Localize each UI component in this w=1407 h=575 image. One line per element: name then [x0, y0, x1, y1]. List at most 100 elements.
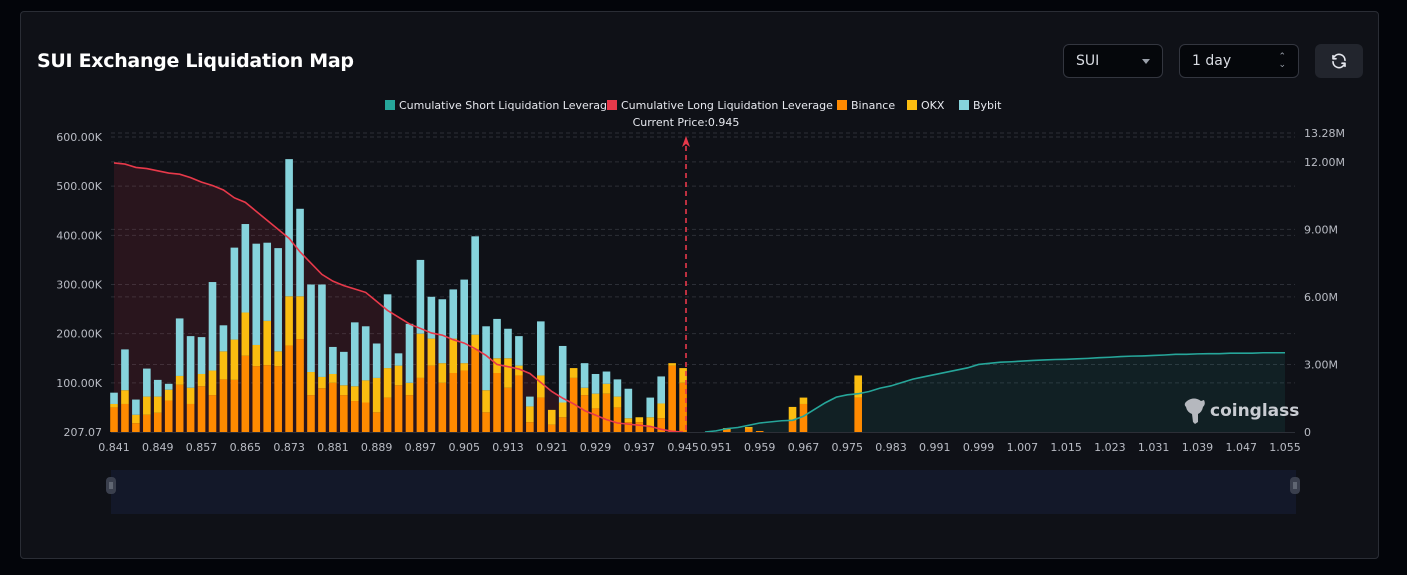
binance-bar	[274, 366, 282, 432]
slider-handle-right[interactable]	[1290, 477, 1300, 494]
symbol-select-value: SUI	[1076, 53, 1100, 69]
bybit-bar	[537, 321, 545, 376]
bybit-bar	[394, 353, 403, 366]
okx-bar	[569, 368, 578, 378]
binance-bar	[285, 345, 293, 432]
binance-bar	[460, 370, 469, 432]
binance-bar	[241, 355, 250, 432]
x-tick-label: 0.951	[700, 441, 732, 454]
okx-bar	[296, 296, 304, 340]
okx-bar	[132, 414, 140, 424]
okx-bar	[493, 358, 501, 373]
refresh-icon	[1332, 53, 1346, 69]
bybit-bar	[121, 349, 129, 391]
binance-bar	[340, 395, 348, 432]
binance-bar	[449, 373, 458, 432]
binance-bar	[744, 428, 753, 432]
okx-bar	[307, 372, 315, 396]
bybit-bar	[372, 343, 381, 378]
period-select[interactable]: 1 day ⌃ ⌄	[1179, 44, 1299, 78]
binance-bar	[361, 402, 370, 432]
legend-label: Binance	[851, 99, 895, 112]
okx-bar	[482, 390, 490, 413]
y-left-tick-label: 300.00K	[56, 279, 102, 292]
x-tick-label: 1.055	[1269, 441, 1301, 454]
binance-bar	[602, 393, 611, 432]
binance-bar	[854, 397, 862, 432]
binance-bar	[132, 423, 140, 432]
bybit-bar	[197, 337, 206, 374]
y-left-tick-label: 100.00K	[56, 377, 102, 390]
legend-swatch	[959, 100, 969, 110]
binance-bar	[438, 382, 447, 432]
binance-bar	[219, 379, 228, 432]
x-tick-label: 0.881	[317, 441, 349, 454]
binance-bar	[723, 429, 731, 432]
short-cumulative-line	[704, 351, 1285, 433]
symbol-select[interactable]: SUI	[1063, 44, 1163, 78]
okx-bar	[449, 338, 458, 373]
bybit-bar	[285, 159, 293, 297]
okx-bar	[361, 380, 370, 403]
zoom-slider[interactable]	[106, 470, 1300, 514]
okx-bar	[427, 338, 436, 366]
bybit-bar	[361, 326, 370, 381]
x-tick-label: 0.991	[919, 441, 951, 454]
okx-bar	[394, 365, 403, 386]
okx-bar	[121, 390, 129, 404]
okx-bar	[580, 387, 589, 396]
bybit-bar	[471, 236, 479, 335]
arrow-up-icon	[682, 136, 690, 147]
slider-track[interactable]	[111, 470, 1296, 514]
binance-bar	[515, 375, 523, 432]
okx-bar	[668, 363, 676, 366]
okx-bar	[744, 427, 753, 429]
refresh-button[interactable]	[1315, 44, 1363, 78]
bybit-bar	[558, 345, 567, 403]
y-right-tick-label: 6.00M	[1304, 291, 1338, 304]
x-axis: 0.841 0.849 0.857 0.865 0.873 0.881 0.889 0.897…	[98, 432, 1301, 454]
bybit-bar	[591, 373, 600, 394]
okx-bar	[504, 358, 512, 388]
binance-bar	[504, 387, 512, 432]
okx-bar	[788, 406, 797, 421]
slider-handle-left[interactable]	[106, 477, 116, 494]
bybit-bar	[252, 243, 261, 345]
binance-bar	[405, 395, 414, 432]
binance-bar	[186, 403, 195, 432]
period-select-value: 1 day	[1192, 53, 1232, 69]
bybit-bar	[263, 242, 272, 321]
binance-bar	[799, 403, 808, 432]
okx-bar	[197, 373, 206, 387]
binance-bar	[252, 366, 261, 432]
x-tick-label: 0.841	[98, 441, 130, 454]
binance-bar	[591, 408, 600, 432]
okx-bar	[164, 389, 173, 401]
binance-bar	[482, 412, 490, 432]
x-tick-label: 0.975	[831, 441, 863, 454]
bybit-bar	[657, 376, 665, 404]
binance-bar	[318, 388, 326, 432]
binance-bar	[263, 365, 272, 432]
okx-bar	[383, 368, 392, 398]
bybit-bar	[153, 379, 162, 397]
bybit-bar	[449, 289, 458, 339]
bybit-bar	[208, 282, 217, 371]
binance-bar	[110, 407, 118, 432]
binance-bar	[329, 382, 337, 432]
okx-bar	[416, 333, 425, 378]
bybit-bar	[383, 294, 392, 369]
legend-label: Bybit	[973, 99, 1002, 112]
bybit-bar	[504, 328, 512, 359]
binance-bar	[350, 401, 359, 432]
short-cumulative-area	[704, 352, 1285, 432]
current-price-label: Current Price:0.945	[633, 116, 740, 129]
binance-bar	[121, 403, 129, 432]
okx-bar	[657, 403, 665, 419]
current-price-marker	[682, 136, 690, 432]
x-tick-label: 1.023	[1094, 441, 1126, 454]
y-left-tick-label: 400.00K	[56, 229, 102, 242]
y-left-tick-label: 207.07	[64, 426, 103, 439]
okx-bar	[153, 396, 162, 413]
bybit-bar	[241, 224, 250, 313]
